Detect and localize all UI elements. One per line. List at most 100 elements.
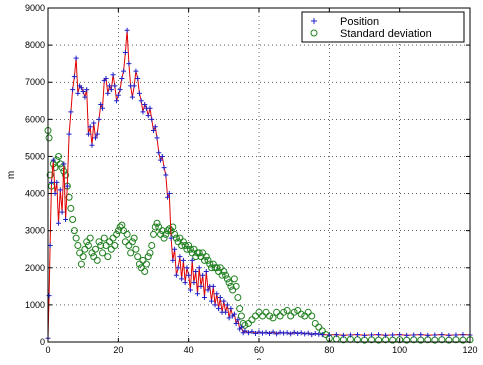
standard-deviation-point bbox=[216, 264, 224, 272]
standard-deviation-point bbox=[174, 238, 182, 246]
position-point bbox=[145, 113, 151, 119]
position-point bbox=[122, 50, 128, 56]
position-point bbox=[50, 157, 56, 163]
position-point bbox=[288, 331, 294, 337]
position-point bbox=[70, 87, 76, 93]
standard-deviation-point bbox=[104, 253, 112, 261]
standard-deviation-point bbox=[304, 308, 312, 316]
y-tick-label: 3000 bbox=[25, 226, 45, 236]
position-point bbox=[326, 332, 332, 338]
standard-deviation-point bbox=[176, 234, 184, 242]
position-point bbox=[354, 332, 360, 338]
standard-deviation-point bbox=[280, 308, 288, 316]
position-point bbox=[284, 330, 290, 336]
position-point bbox=[54, 179, 60, 185]
standard-deviation-point bbox=[259, 312, 267, 320]
standard-deviation-point bbox=[45, 134, 53, 142]
standard-deviation-point bbox=[72, 234, 80, 242]
position-point bbox=[172, 246, 178, 252]
position-point bbox=[369, 332, 375, 338]
position-point bbox=[135, 76, 141, 82]
position-point bbox=[221, 298, 227, 304]
standard-deviation-point bbox=[232, 282, 240, 290]
position-point bbox=[226, 315, 232, 321]
position-point bbox=[453, 332, 459, 338]
position-point bbox=[242, 328, 248, 334]
position-point bbox=[432, 332, 438, 338]
position-point bbox=[270, 329, 276, 335]
position-point bbox=[126, 61, 132, 67]
standard-deviation-point bbox=[239, 319, 247, 327]
standard-deviation-point bbox=[86, 234, 94, 242]
position-point bbox=[333, 332, 339, 338]
position-point bbox=[260, 330, 266, 336]
standard-deviation-point bbox=[148, 242, 156, 250]
standard-deviation-point bbox=[202, 253, 210, 261]
standard-deviation-point bbox=[208, 264, 216, 272]
standard-deviation-point bbox=[125, 242, 133, 250]
position-point bbox=[91, 120, 97, 126]
standard-deviation-point bbox=[79, 253, 87, 261]
position-point bbox=[161, 165, 167, 171]
position-point bbox=[340, 332, 346, 338]
position-point bbox=[347, 332, 353, 338]
position-point bbox=[233, 320, 239, 326]
plot-frame bbox=[47, 7, 471, 343]
position-point bbox=[75, 90, 81, 96]
standard-deviation-point bbox=[244, 319, 252, 327]
position-point bbox=[376, 332, 382, 338]
position-point bbox=[238, 324, 244, 330]
position-point bbox=[119, 76, 125, 82]
standard-deviation-point bbox=[190, 245, 198, 253]
standard-deviation-point bbox=[315, 323, 323, 331]
standard-deviation-point bbox=[188, 249, 196, 257]
standard-deviation-point bbox=[195, 249, 203, 257]
position-point bbox=[235, 317, 241, 323]
position-point bbox=[66, 131, 72, 137]
position-point bbox=[191, 280, 197, 286]
position-point bbox=[112, 83, 118, 89]
position-point bbox=[231, 311, 237, 317]
legend-marker-standard-deviation bbox=[310, 29, 318, 37]
standard-deviation-point bbox=[58, 164, 66, 172]
position-point bbox=[175, 265, 181, 271]
legend: Position Standard deviation bbox=[301, 11, 465, 43]
standard-deviation-point bbox=[142, 260, 150, 268]
position-point bbox=[129, 94, 135, 100]
position-point bbox=[64, 183, 70, 189]
standard-deviation-point bbox=[283, 306, 291, 314]
standard-deviation-point bbox=[209, 260, 217, 268]
standard-deviation-point bbox=[213, 264, 221, 272]
standard-deviation-point bbox=[237, 312, 245, 320]
tick-layer: 0 20 40 60 80 100 120 0 1000 2000 3000 4000 5000 6000… bbox=[25, 3, 478, 355]
position-point bbox=[217, 294, 223, 300]
position-point bbox=[149, 116, 155, 122]
position-point bbox=[103, 76, 109, 82]
position-point bbox=[228, 306, 234, 312]
position-point bbox=[319, 332, 325, 338]
standard-deviation-point bbox=[90, 253, 98, 261]
standard-deviation-point bbox=[181, 242, 189, 250]
position-point bbox=[397, 332, 403, 338]
standard-deviation-point bbox=[83, 238, 91, 246]
position-point bbox=[140, 109, 146, 115]
standard-deviation-point bbox=[111, 242, 119, 250]
standard-deviation-point bbox=[62, 171, 70, 179]
standard-deviation-point bbox=[417, 336, 425, 344]
standard-deviation-point bbox=[199, 249, 207, 257]
standard-deviation-point bbox=[375, 336, 383, 344]
position-point bbox=[108, 87, 114, 93]
standard-deviation-point bbox=[84, 242, 92, 250]
position-point bbox=[100, 105, 106, 111]
position-point bbox=[96, 116, 102, 122]
standard-deviation-point bbox=[197, 253, 205, 261]
standard-deviation-point bbox=[255, 308, 263, 316]
position-point bbox=[186, 272, 192, 278]
position-point bbox=[89, 142, 95, 148]
position-point bbox=[121, 68, 127, 74]
position-point bbox=[151, 127, 156, 133]
standard-deviation-point bbox=[185, 242, 193, 250]
position-point bbox=[224, 302, 230, 308]
standard-deviation-point bbox=[171, 230, 179, 238]
